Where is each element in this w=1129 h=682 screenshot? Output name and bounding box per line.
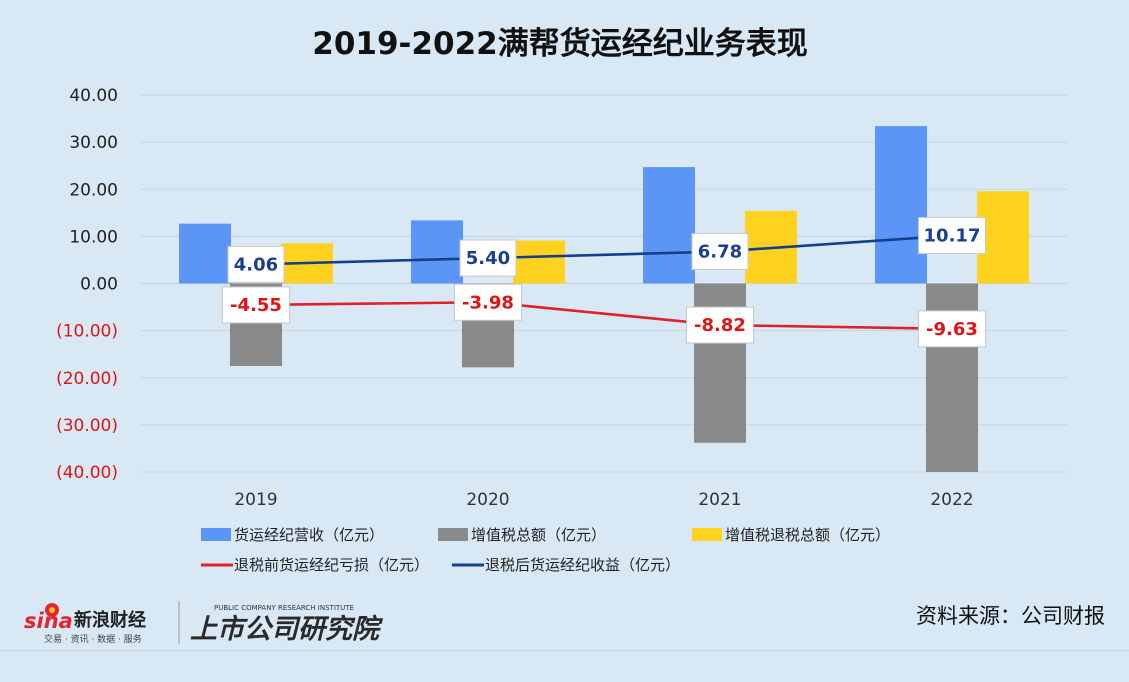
sina-wordmark: sina <box>24 609 73 633</box>
legend-label: 增值税退税总额（亿元） <box>725 526 890 544</box>
sina-tags: 交易 · 资讯 · 数据 · 服务 <box>44 633 142 645</box>
data-label-box <box>227 245 285 283</box>
bar-1-2022 <box>875 126 927 284</box>
legend: 货运经纪营收（亿元） 增值税总额（亿元） 增值税退税总额（亿元） 退税前货运经纪亏损（… <box>201 526 890 574</box>
data-label-box <box>918 217 986 255</box>
data-label-text: 10.17 <box>924 226 981 247</box>
bar-1-2021 <box>643 167 695 284</box>
data-labels: -4.55 -3.98 -8.82 -9.63 4.06 5.40 6.78 10.17 <box>222 217 986 348</box>
data-label-text: 5.40 <box>466 248 510 269</box>
data-label-box <box>454 283 522 321</box>
legend-item-1: 货运经纪营收（亿元） <box>201 526 384 544</box>
data-label-2-2022: 10.17 <box>918 217 986 255</box>
data-label-box <box>222 286 290 324</box>
bar-1-2019 <box>179 223 231 284</box>
source-note: 资料来源：公司财报 <box>916 604 1105 628</box>
y-axis-ticks: 40.00 30.00 20.00 10.00 0.00 (10.00) (20.00) (3… <box>56 86 118 483</box>
sina-finance-name: 新浪财经 <box>74 609 146 631</box>
data-label-text: -8.82 <box>694 315 746 336</box>
legend-label: 增值税总额（亿元） <box>471 526 606 544</box>
legend-item-line-1: 退税前货运经纪亏损（亿元） <box>201 556 429 574</box>
footer-logos: sina 新浪财经 交易 · 资讯 · 数据 · 服务 PUBLIC COMPA… <box>22 598 402 648</box>
x-tick-label: 2020 <box>466 490 509 510</box>
y-tick-label: (30.00) <box>56 416 118 436</box>
y-tick-label: 20.00 <box>69 180 118 200</box>
data-label-1-2020: -3.98 <box>454 283 522 321</box>
data-label-1-2021: -8.82 <box>686 306 754 344</box>
logo-group: sina 新浪财经 交易 · 资讯 · 数据 · 服务 PUBLIC COMPA… <box>24 601 384 645</box>
y-tick-label: 30.00 <box>69 133 118 153</box>
series-line-2 <box>255 234 953 266</box>
y-tick-label: 0.00 <box>80 275 118 295</box>
data-label-box <box>686 306 754 344</box>
data-label-box <box>918 310 986 348</box>
y-tick-label: 40.00 <box>69 86 118 106</box>
data-label-text: -9.63 <box>926 319 978 340</box>
legend-item-line-2: 退税后货运经纪收益（亿元） <box>452 556 680 574</box>
chart-canvas: 2019-2022满帮货运经纪业务表现 40.00 30.00 20.00 10.00… <box>56 26 1068 574</box>
legend-swatch <box>692 528 722 541</box>
legend-item-2: 增值税总额（亿元） <box>438 526 606 544</box>
legend-label: 退税前货运经纪亏损（亿元） <box>234 556 429 574</box>
data-label-text: -3.98 <box>462 292 514 313</box>
institute-logo: PUBLIC COMPANY RESEARCH INSTITUTE 上市公司研究… <box>190 604 384 645</box>
y-tick-label: (20.00) <box>56 369 118 389</box>
data-label-1-2019: -4.55 <box>222 286 290 324</box>
x-tick-label: 2022 <box>930 490 973 510</box>
legend-label: 退税后货运经纪收益（亿元） <box>485 556 680 574</box>
institute-english-name: PUBLIC COMPANY RESEARCH INSTITUTE <box>214 604 354 612</box>
x-tick-label: 2019 <box>234 490 277 510</box>
data-label-1-2022: -9.63 <box>918 310 986 348</box>
y-tick-label: 10.00 <box>69 227 118 247</box>
bottom-strip <box>0 650 1129 682</box>
data-label-box <box>691 233 749 271</box>
bar-3-2020 <box>513 240 565 284</box>
y-tick-label: (40.00) <box>56 463 118 483</box>
data-label-2-2019: 4.06 <box>227 245 285 283</box>
sina-logo: sina 新浪财经 交易 · 资讯 · 数据 · 服务 <box>24 603 146 645</box>
data-label-2-2020: 5.40 <box>459 239 517 277</box>
legend-swatch <box>438 528 468 541</box>
data-label-text: -4.55 <box>230 295 282 316</box>
legend-swatch <box>201 528 231 541</box>
bars <box>179 126 1029 472</box>
y-tick-label: (10.00) <box>56 322 118 342</box>
data-label-2-2021: 6.78 <box>691 233 749 271</box>
legend-label: 货运经纪营收（亿元） <box>234 526 384 544</box>
data-label-text: 6.78 <box>698 242 742 263</box>
series-line-1 <box>255 300 953 331</box>
institute-name: 上市公司研究院 <box>190 614 384 645</box>
legend-item-3: 增值税退税总额（亿元） <box>692 526 890 544</box>
data-label-box <box>459 239 517 277</box>
sina-eye-center-icon <box>49 607 55 613</box>
x-tick-label: 2021 <box>698 490 741 510</box>
chart-title: 2019-2022满帮货运经纪业务表现 <box>312 26 807 62</box>
data-label-text: 4.06 <box>234 254 278 275</box>
series-lines <box>255 234 953 331</box>
x-axis-ticks: 2019 2020 2021 2022 <box>234 490 973 510</box>
bar-1-2020 <box>411 220 463 284</box>
